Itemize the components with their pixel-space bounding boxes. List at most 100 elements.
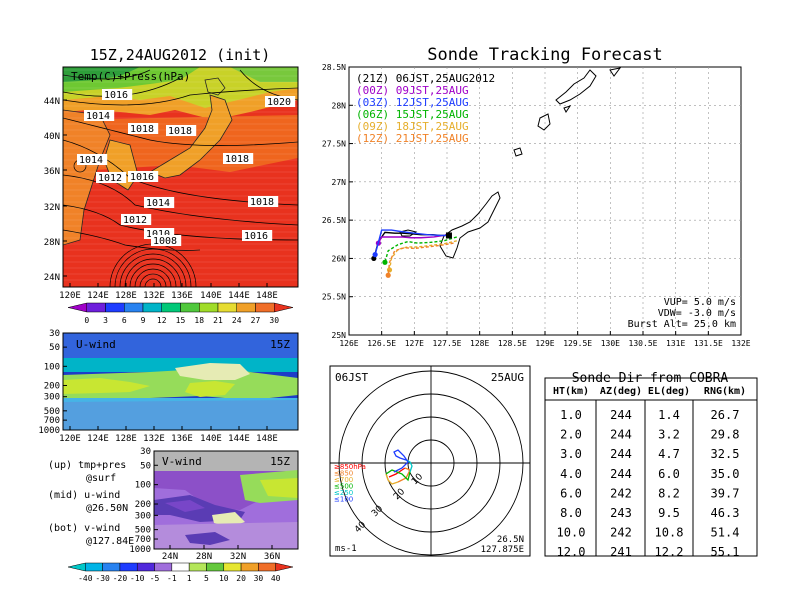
u-wind-field bbox=[63, 333, 298, 430]
table-cell: 4.7 bbox=[658, 447, 680, 461]
pressure-label: 1000 bbox=[38, 426, 60, 436]
map-colorbar-swatch bbox=[236, 302, 256, 313]
wind-colorbar-swatch bbox=[206, 562, 225, 572]
tracking-lat-label: 27.5N bbox=[322, 140, 346, 149]
wind-colorbar-swatch bbox=[171, 562, 190, 572]
map-colorbar-label: 30 bbox=[269, 316, 279, 325]
sonde-landing-point bbox=[385, 272, 391, 278]
table-cell: 35.0 bbox=[711, 467, 740, 481]
wind-colorbar-label: 30 bbox=[254, 574, 264, 583]
u-x-label: 120E bbox=[59, 434, 81, 444]
table-cell: 32.5 bbox=[711, 447, 740, 461]
sonde-track-line bbox=[374, 229, 451, 255]
pressure-legend-entry: ≤850 bbox=[334, 470, 353, 478]
isobar-label-box bbox=[128, 171, 159, 182]
table-frame bbox=[544, 377, 758, 557]
hodograph-lat: 26.5N bbox=[497, 535, 524, 545]
tracking-legend: (21Z) 06JST,25AUG2012(00Z) 09JST,25AUG (0… bbox=[356, 72, 495, 145]
legend-entry: (21Z) 06JST,25AUG2012 bbox=[356, 72, 495, 85]
wind-colorbar-swatch bbox=[258, 562, 276, 572]
table-cell: 26.7 bbox=[711, 408, 740, 422]
pressure-legend: ≥850hPa≤850≤700≤500≤250≤100 bbox=[334, 463, 366, 504]
map-lon-label: 120E bbox=[59, 291, 81, 301]
table-cell: 29.8 bbox=[711, 428, 740, 442]
map-colorbar-swatch bbox=[142, 302, 162, 313]
v-wind-x-ticks: 24N 28N 32N 36N bbox=[162, 545, 280, 562]
note-line1: (up) tmp+pres bbox=[48, 460, 126, 471]
map-colorbar-label: 15 bbox=[176, 316, 186, 325]
wind-colorbar-label: -30 bbox=[95, 574, 110, 583]
table-cell: 1.0 bbox=[560, 408, 582, 422]
table-cell: 3.2 bbox=[658, 428, 680, 442]
sonde-dir-table: HT(km) AZ(deg) EL(deg) RNG(km) 1.0 244 1.4 26.7… bbox=[544, 377, 758, 559]
temperature-field bbox=[63, 67, 298, 287]
table-cell: 39.7 bbox=[711, 486, 740, 500]
hodograph-frame bbox=[329, 365, 531, 557]
table-cell: 244 bbox=[610, 447, 632, 461]
pressure-label: 500 bbox=[135, 526, 151, 536]
table-cell: 8.2 bbox=[658, 486, 680, 500]
isobar-label-box bbox=[151, 235, 182, 246]
map-lat-label: 24N bbox=[44, 273, 60, 283]
isobar-label-box bbox=[265, 96, 296, 107]
table-cell: 1.4 bbox=[658, 408, 680, 422]
map-colorbar-label: 9 bbox=[141, 316, 146, 325]
pressure-label: 300 bbox=[44, 393, 60, 403]
pressure-legend-entry: ≤250 bbox=[334, 489, 353, 497]
hodograph-lon: 127.875E bbox=[481, 545, 524, 555]
map-lon-label: 140E bbox=[200, 291, 222, 301]
wind-colorbar-swatch bbox=[102, 562, 121, 572]
table-cell: 2.0 bbox=[560, 428, 582, 442]
map-colorbar-swatch bbox=[67, 302, 87, 313]
hodograph-trace bbox=[385, 449, 413, 485]
legend-entry: (12Z) 21JST,25AUG bbox=[356, 132, 469, 145]
pressure-label: 30 bbox=[49, 329, 60, 339]
map-colorbar-label: 12 bbox=[157, 316, 167, 325]
table-cell: 51.4 bbox=[711, 526, 740, 540]
legend-entry: (06Z) 15JST,25AUG bbox=[356, 108, 469, 121]
wind-colorbar-label: -40 bbox=[78, 574, 93, 583]
map-lat-label: 28N bbox=[44, 238, 60, 248]
table-header: EL(deg) bbox=[648, 386, 690, 397]
tracking-lon-label: 126E bbox=[339, 339, 358, 348]
pressure-label: 200 bbox=[44, 381, 60, 391]
v-x-label: 32N bbox=[230, 552, 246, 562]
isobar-label: 1018 bbox=[250, 197, 274, 208]
u-wind-time: 15Z bbox=[270, 338, 290, 351]
legend-entry: (00Z) 09JST,25AUG bbox=[356, 84, 469, 97]
isobar-label-box bbox=[96, 172, 127, 183]
tracking-lon-label: 131E bbox=[666, 339, 685, 348]
sonde-landing-point bbox=[372, 252, 378, 258]
pressure-legend-entry: ≤700 bbox=[334, 476, 353, 484]
u-x-label: 148E bbox=[256, 434, 278, 444]
wind-colorbar-label: 20 bbox=[236, 574, 246, 583]
pressure-label: 500 bbox=[44, 407, 60, 417]
table-cell: 6.0 bbox=[658, 467, 680, 481]
wind-colorbar-swatch bbox=[67, 562, 86, 572]
map-lon-label: 136E bbox=[171, 291, 193, 301]
tracking-lat-ticks: 28.5N 28N 27.5N 27N 26.5N 26N 25.5N 25N bbox=[322, 63, 353, 340]
table-cell: 241 bbox=[610, 545, 632, 559]
tracking-lat-label: 25N bbox=[332, 331, 347, 340]
tracking-lat-label: 27N bbox=[332, 178, 347, 187]
wind-colorbar-label: -5 bbox=[150, 574, 160, 583]
pressure-label: 200 bbox=[135, 500, 151, 510]
map-lon-label: 128E bbox=[115, 291, 137, 301]
isobar-label-box bbox=[84, 110, 115, 121]
note-line2: @26.50N bbox=[86, 503, 128, 514]
wind-colorbar-label: 40 bbox=[271, 574, 281, 583]
hodograph-time-right: 25AUG bbox=[491, 371, 524, 384]
sonde-landing-point bbox=[386, 267, 393, 273]
pressure-label: 100 bbox=[135, 481, 151, 491]
isobar-label-box bbox=[121, 214, 152, 225]
isobar-label-box bbox=[77, 154, 108, 165]
isobar-label-box bbox=[242, 230, 273, 241]
launch-point bbox=[445, 232, 452, 239]
wind-colorbar-label: 10 bbox=[219, 574, 229, 583]
tracking-lat-label: 25.5N bbox=[322, 293, 346, 302]
hodograph-rings bbox=[330, 366, 530, 556]
tracking-lon-label: 128E bbox=[470, 339, 489, 348]
table-cell: 9.5 bbox=[658, 506, 680, 520]
isobar-label: 1008 bbox=[153, 236, 177, 247]
